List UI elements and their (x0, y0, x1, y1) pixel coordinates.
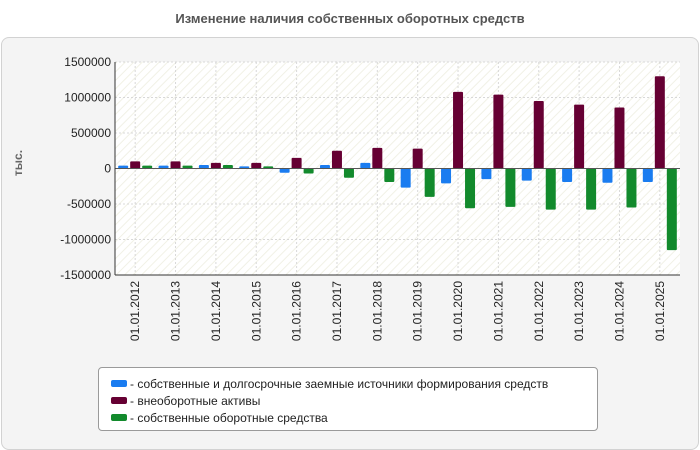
legend-label-working-capital: - собственные оборотные средства (130, 410, 328, 425)
bar-series-2-01.01.2014 (210, 162, 221, 169)
bar-series-1-01.01.2015 (239, 166, 250, 169)
bar-series-3-01.01.2018 (384, 168, 395, 182)
legend-swatch-working-capital (111, 414, 127, 421)
bar-series-3-01.01.2025 (666, 168, 677, 251)
bar-series-3-01.01.2014 (222, 164, 233, 169)
bar-series-1-01.01.2020 (441, 168, 452, 184)
x-tick-label: 01.01.2017 (330, 281, 344, 341)
x-tick-label: 01.01.2022 (532, 281, 546, 341)
x-tick-label: 01.01.2020 (451, 281, 465, 341)
x-tick-label: 01.01.2012 (128, 281, 142, 341)
bar-series-1-01.01.2012 (118, 165, 129, 169)
legend-label-sources: - собственные и долгосрочные заемные ист… (130, 376, 549, 391)
legend-label-noncurrent-assets: - внеоборотные активы (130, 393, 261, 408)
bar-series-2-01.01.2015 (251, 162, 262, 169)
bar-series-3-01.01.2019 (424, 168, 435, 197)
legend-item-sources: - собственные и долгосрочные заемные ист… (111, 375, 597, 392)
bar-series-1-01.01.2014 (198, 164, 209, 169)
y-axis-label: тыс. (11, 150, 25, 176)
bar-series-1-01.01.2019 (400, 168, 411, 188)
x-tick-label: 01.01.2013 (169, 281, 183, 341)
bar-series-2-01.01.2020 (453, 91, 464, 169)
x-tick-label: 01.01.2014 (209, 281, 223, 341)
legend-swatch-noncurrent-assets (111, 397, 127, 404)
bar-series-1-01.01.2023 (562, 168, 573, 182)
chart-title: Изменение наличия собственных оборотных … (175, 11, 525, 26)
y-tick-label: 1000000 (64, 91, 111, 105)
bar-series-2-01.01.2012 (130, 161, 141, 169)
bar-series-1-01.01.2022 (521, 168, 532, 181)
bar-series-1-01.01.2017 (319, 164, 330, 169)
bar-series-3-01.01.2013 (182, 165, 193, 169)
bar-series-1-01.01.2013 (158, 165, 169, 169)
bar-series-2-01.01.2021 (493, 94, 504, 169)
x-tick-label: 01.01.2015 (249, 281, 263, 341)
legend-item-noncurrent-assets: - внеоборотные активы (111, 392, 597, 409)
y-tick-label: -1000000 (60, 233, 111, 247)
bar-series-3-01.01.2020 (465, 168, 476, 209)
x-tick-label: 01.01.2025 (653, 281, 667, 341)
y-tick-label: 1500000 (64, 55, 111, 69)
bar-series-2-01.01.2016 (291, 157, 302, 169)
bar-series-1-01.01.2025 (642, 168, 653, 182)
bar-series-3-01.01.2016 (303, 168, 314, 174)
y-tick-label: -500000 (67, 197, 111, 211)
x-tick-label: 01.01.2024 (612, 281, 626, 341)
x-tick-label: 01.01.2023 (572, 281, 586, 341)
bar-series-2-01.01.2022 (533, 101, 544, 169)
bar-series-1-01.01.2021 (481, 168, 492, 180)
x-tick-label: 01.01.2021 (491, 281, 505, 341)
bar-series-2-01.01.2017 (331, 150, 342, 169)
bar-series-3-01.01.2021 (505, 168, 516, 207)
bar-series-2-01.01.2019 (412, 148, 423, 169)
bar-series-3-01.01.2023 (586, 168, 597, 210)
bar-series-3-01.01.2015 (263, 166, 274, 169)
bar-series-3-01.01.2022 (545, 168, 556, 210)
bar-series-2-01.01.2013 (170, 161, 181, 169)
bar-series-2-01.01.2018 (372, 147, 383, 169)
legend-item-working-capital: - собственные оборотные средства (111, 409, 597, 426)
x-tick-label: 01.01.2016 (290, 281, 304, 341)
bar-series-3-01.01.2012 (142, 165, 153, 169)
legend: - собственные и долгосрочные заемные ист… (98, 367, 598, 431)
bar-series-1-01.01.2024 (602, 168, 613, 183)
y-tick-label: 0 (104, 162, 111, 176)
bar-series-1-01.01.2018 (360, 162, 371, 169)
legend-swatch-sources (111, 380, 127, 387)
bar-series-2-01.01.2025 (654, 76, 665, 169)
y-tick-label: -1500000 (60, 268, 111, 282)
bar-series-2-01.01.2023 (574, 104, 585, 169)
y-tick-label: 500000 (71, 126, 111, 140)
x-tick-label: 01.01.2019 (411, 281, 425, 341)
bar-series-1-01.01.2016 (279, 168, 290, 173)
bar-series-2-01.01.2024 (614, 107, 625, 169)
bar-series-3-01.01.2024 (626, 168, 637, 208)
bar-series-3-01.01.2017 (343, 168, 354, 178)
x-tick-label: 01.01.2018 (370, 281, 384, 341)
